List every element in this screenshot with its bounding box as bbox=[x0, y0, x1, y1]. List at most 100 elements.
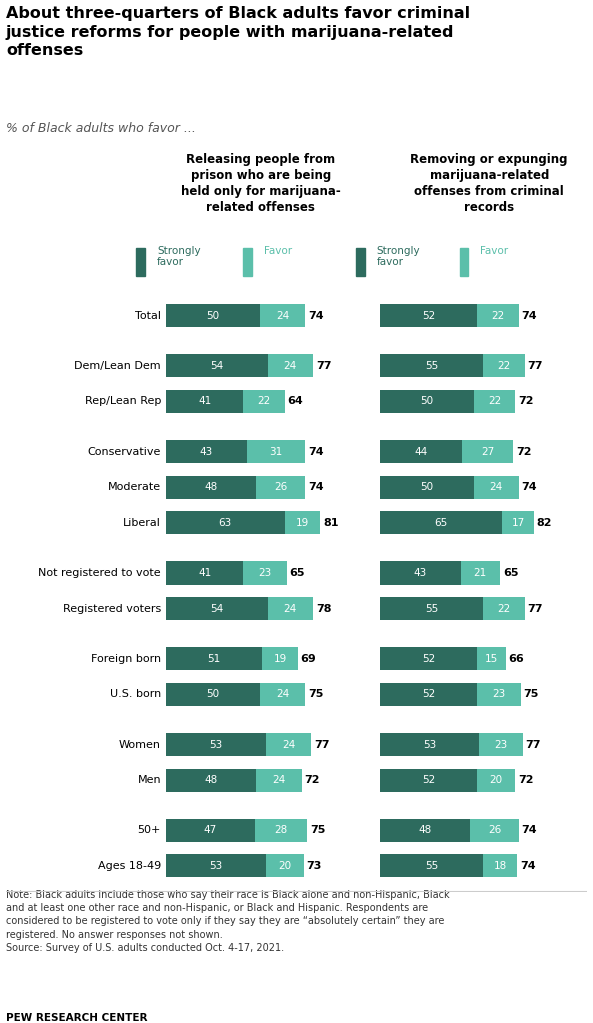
Bar bbox=[483, 597, 525, 620]
Bar bbox=[380, 733, 479, 756]
Bar bbox=[166, 354, 268, 377]
Text: 47: 47 bbox=[203, 826, 217, 836]
Text: Strongly
favor: Strongly favor bbox=[157, 246, 201, 267]
Text: 44: 44 bbox=[415, 447, 428, 456]
Text: Note: Black adults include those who say their race is Black alone and non-Hispa: Note: Black adults include those who say… bbox=[6, 890, 449, 952]
Text: Moderate: Moderate bbox=[108, 482, 161, 492]
Text: 43: 43 bbox=[413, 568, 426, 578]
Text: 53: 53 bbox=[423, 740, 436, 750]
Bar bbox=[243, 562, 286, 584]
Text: U.S. born: U.S. born bbox=[110, 690, 161, 700]
Bar bbox=[477, 648, 506, 670]
Text: 24: 24 bbox=[276, 690, 289, 700]
Bar bbox=[477, 768, 515, 792]
Text: 74: 74 bbox=[522, 826, 537, 836]
Text: Strongly
favor: Strongly favor bbox=[377, 246, 420, 267]
Bar bbox=[477, 683, 521, 706]
Text: 55: 55 bbox=[425, 361, 438, 371]
Text: 21: 21 bbox=[474, 568, 487, 578]
Bar bbox=[166, 818, 254, 842]
Text: 53: 53 bbox=[209, 740, 222, 750]
Bar bbox=[268, 354, 313, 377]
Bar bbox=[166, 390, 243, 413]
Bar bbox=[356, 248, 365, 276]
Text: 66: 66 bbox=[509, 654, 524, 664]
Text: 22: 22 bbox=[497, 604, 511, 614]
Bar bbox=[380, 512, 502, 534]
Text: 77: 77 bbox=[314, 740, 329, 750]
Text: 20: 20 bbox=[278, 861, 291, 871]
Bar bbox=[256, 768, 302, 792]
Text: 43: 43 bbox=[200, 447, 213, 456]
Bar bbox=[483, 854, 517, 878]
Text: 28: 28 bbox=[275, 826, 288, 836]
Bar bbox=[166, 768, 256, 792]
Text: 78: 78 bbox=[316, 604, 331, 614]
Text: 31: 31 bbox=[270, 447, 283, 456]
Text: Releasing people from
prison who are being
held only for marijuana-
related offe: Releasing people from prison who are bei… bbox=[181, 153, 341, 215]
Text: 41: 41 bbox=[198, 396, 211, 406]
Text: About three-quarters of Black adults favor criminal
justice reforms for people w: About three-quarters of Black adults fav… bbox=[6, 6, 470, 58]
Bar bbox=[166, 562, 243, 584]
Bar bbox=[266, 733, 311, 756]
Text: 22: 22 bbox=[497, 361, 511, 371]
Text: 27: 27 bbox=[481, 447, 495, 456]
Text: % of Black adults who favor ...: % of Black adults who favor ... bbox=[6, 122, 196, 135]
Text: Foreign born: Foreign born bbox=[91, 654, 161, 664]
Bar bbox=[260, 683, 305, 706]
Bar bbox=[247, 440, 305, 463]
Text: Rep/Lean Rep: Rep/Lean Rep bbox=[85, 396, 161, 406]
Bar bbox=[285, 512, 320, 534]
Text: 77: 77 bbox=[316, 361, 331, 371]
Text: Ages 18-49: Ages 18-49 bbox=[98, 861, 161, 871]
Bar bbox=[166, 440, 247, 463]
Text: 50: 50 bbox=[420, 482, 433, 492]
Text: 64: 64 bbox=[288, 396, 303, 406]
Bar bbox=[166, 512, 285, 534]
Text: 52: 52 bbox=[422, 775, 435, 786]
Text: 24: 24 bbox=[276, 311, 289, 320]
Text: 55: 55 bbox=[425, 861, 438, 871]
Text: 77: 77 bbox=[525, 740, 541, 750]
Bar bbox=[477, 304, 519, 327]
Bar bbox=[166, 648, 262, 670]
Text: PEW RESEARCH CENTER: PEW RESEARCH CENTER bbox=[6, 1013, 148, 1023]
Bar bbox=[166, 597, 268, 620]
Text: 18: 18 bbox=[493, 861, 506, 871]
Text: 17: 17 bbox=[511, 518, 525, 528]
Bar bbox=[262, 648, 298, 670]
Text: Men: Men bbox=[138, 775, 161, 786]
Bar bbox=[243, 248, 252, 276]
Bar bbox=[268, 597, 313, 620]
Text: 50: 50 bbox=[420, 396, 433, 406]
Bar bbox=[380, 648, 477, 670]
Bar bbox=[266, 854, 304, 878]
Text: 48: 48 bbox=[205, 482, 218, 492]
Text: 75: 75 bbox=[308, 690, 324, 700]
Text: 74: 74 bbox=[520, 861, 535, 871]
Text: 52: 52 bbox=[422, 654, 435, 664]
Bar bbox=[380, 818, 470, 842]
Text: 65: 65 bbox=[289, 568, 305, 578]
Bar bbox=[166, 854, 266, 878]
Text: Favor: Favor bbox=[264, 246, 292, 256]
Bar bbox=[166, 476, 256, 498]
Bar bbox=[380, 562, 461, 584]
Text: 53: 53 bbox=[209, 861, 222, 871]
Bar bbox=[460, 248, 468, 276]
Text: 72: 72 bbox=[518, 775, 534, 786]
Text: 51: 51 bbox=[208, 654, 221, 664]
Text: 72: 72 bbox=[516, 447, 531, 456]
Text: 23: 23 bbox=[495, 740, 508, 750]
Text: 52: 52 bbox=[422, 311, 435, 320]
Text: 77: 77 bbox=[527, 361, 543, 371]
Text: 26: 26 bbox=[488, 826, 501, 836]
Text: 24: 24 bbox=[490, 482, 503, 492]
Text: 26: 26 bbox=[275, 482, 288, 492]
Bar bbox=[461, 562, 500, 584]
Text: Registered voters: Registered voters bbox=[63, 604, 161, 614]
Text: 22: 22 bbox=[488, 396, 501, 406]
Text: 69: 69 bbox=[301, 654, 317, 664]
Text: 41: 41 bbox=[198, 568, 211, 578]
Text: 81: 81 bbox=[323, 518, 339, 528]
